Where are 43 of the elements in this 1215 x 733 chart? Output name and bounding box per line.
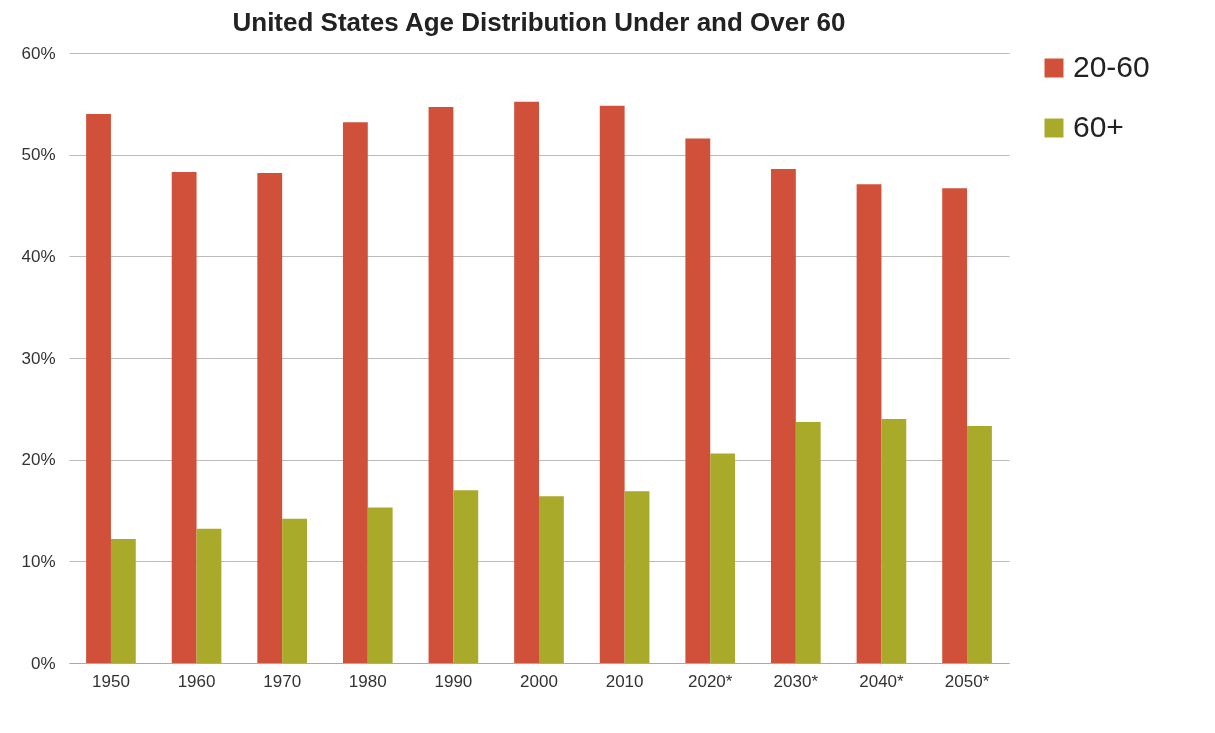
bar	[257, 172, 283, 663]
x-tick-label: 2050*	[944, 671, 990, 691]
bar	[539, 496, 564, 663]
bar	[428, 106, 454, 663]
legend-label: 20-60	[1073, 50, 1150, 83]
x-tick-label: 2030*	[773, 671, 819, 691]
bar	[795, 422, 821, 663]
bar	[942, 188, 968, 663]
bar	[710, 453, 736, 663]
bar	[282, 518, 307, 663]
bar	[599, 105, 625, 663]
legend-label: 60+	[1073, 110, 1124, 143]
x-tick-label: 2020*	[688, 671, 733, 691]
y-tick-label: 10%	[21, 551, 56, 571]
x-tick-label: 2040*	[859, 671, 905, 691]
bar	[967, 426, 992, 663]
x-tick-label: 1980	[348, 671, 387, 691]
y-tick-label: 20%	[21, 450, 56, 470]
bar	[110, 538, 136, 663]
x-tick-label: 2000	[520, 671, 558, 691]
bar	[514, 101, 539, 663]
bar	[367, 507, 393, 663]
y-tick-label: 30%	[21, 348, 56, 368]
x-tick-label: 1950	[92, 671, 130, 691]
x-tick-label: 1960	[177, 671, 216, 691]
bar	[342, 122, 368, 663]
bar	[624, 491, 650, 663]
y-tick-label: 40%	[21, 246, 56, 266]
bar	[881, 419, 907, 663]
bar	[453, 490, 479, 663]
bar	[771, 168, 796, 663]
bar	[685, 138, 711, 663]
y-tick-label: 0%	[30, 653, 56, 673]
bar	[171, 171, 197, 663]
bar	[856, 184, 882, 663]
y-tick-label: 60%	[21, 43, 56, 63]
bar	[196, 528, 222, 663]
x-tick-label: 1970	[263, 671, 302, 691]
chart-title: United States Age Distribution Under and Over 60	[232, 7, 846, 37]
bar	[86, 114, 111, 663]
x-tick-label: 1990	[434, 671, 473, 691]
y-tick-label: 50%	[21, 145, 56, 165]
x-tick-label: 2010	[605, 671, 644, 691]
